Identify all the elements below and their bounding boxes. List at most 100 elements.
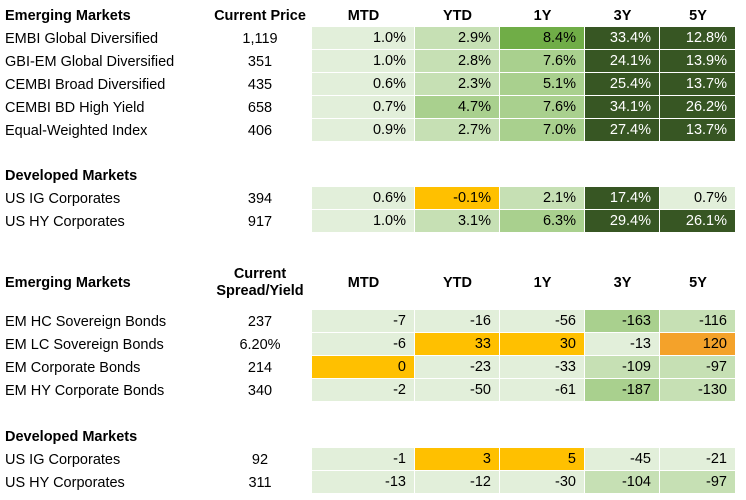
table-row: EM HY Corporate Bonds 340 -2 -50 -61 -187 -130 — [0, 379, 746, 402]
column-header-ytd: YTD — [443, 7, 472, 24]
value-cell-3y: 27.4% — [585, 119, 660, 142]
value-cell-ytd: 2.7% — [415, 119, 500, 142]
table-row: US HY Corporates 917 1.0% 3.1% 6.3% 29.4% 26.1… — [0, 210, 746, 233]
row-current-value: 658 — [247, 99, 273, 116]
value-cell-5y: 26.2% — [660, 96, 736, 119]
section-title: Emerging Markets — [5, 275, 131, 291]
value-cell-3y: -187 — [585, 379, 660, 402]
value-cell-1y: -33 — [500, 356, 585, 379]
row-current-value: 1,119 — [242, 30, 278, 47]
value-cell-ytd: 3 — [415, 448, 500, 471]
column-header-current-price: Current Price — [214, 7, 306, 24]
value-cell-ytd: 33 — [415, 333, 500, 356]
row-name: EM HY Corporate Bonds — [5, 382, 165, 399]
column-header-mtd: MTD — [347, 275, 380, 291]
column-header-ytd: YTD — [443, 275, 472, 291]
value-cell-5y: 13.7% — [660, 73, 736, 96]
value-cell-5y: 13.7% — [660, 119, 736, 142]
row-current-value: 351 — [247, 53, 273, 70]
section-title: Developed Markets — [5, 167, 138, 184]
value-cell-3y: 33.4% — [585, 27, 660, 50]
row-name: EM Corporate Bonds — [5, 359, 141, 376]
value-cell-5y: -97 — [660, 356, 736, 379]
row-name: US IG Corporates — [5, 451, 121, 468]
value-cell-ytd: -23 — [415, 356, 500, 379]
column-header-current-spread-yield: Current Spread/Yield — [210, 262, 310, 304]
value-cell-1y: 5.1% — [500, 73, 585, 96]
value-cell-5y: -116 — [660, 310, 736, 333]
value-cell-5y: -21 — [660, 448, 736, 471]
table-row: GBI-EM Global Diversified 351 1.0% 2.8% 7.6%… — [0, 50, 746, 73]
value-cell-mtd: 0.6% — [312, 187, 415, 210]
value-cell-3y: -45 — [585, 448, 660, 471]
row-current-value: 92 — [251, 451, 269, 468]
table-row: US HY Corporates 311 -13 -12 -30 -104 -97 — [0, 471, 746, 494]
table-row: CEMBI BD High Yield 658 0.7% 4.7% 7.6% 34.1% 2… — [0, 96, 746, 119]
row-name: US HY Corporates — [5, 474, 125, 491]
value-cell-3y: -13 — [585, 333, 660, 356]
value-cell-1y: -61 — [500, 379, 585, 402]
row-name: Equal-Weighted Index — [5, 122, 148, 139]
value-cell-mtd: -7 — [312, 310, 415, 333]
column-header-5y: 5Y — [689, 7, 707, 24]
table-row: CEMBI Broad Diversified 435 0.6% 2.3% 5.1% 25… — [0, 73, 746, 96]
section-title-row: Developed Markets — [0, 425, 746, 448]
value-cell-mtd: -2 — [312, 379, 415, 402]
row-current-value: 214 — [247, 359, 273, 376]
row-name: GBI-EM Global Diversified — [5, 53, 175, 70]
column-header-text: Current Spread/Yield — [216, 266, 303, 300]
row-name: EMBI Global Diversified — [5, 30, 159, 47]
value-cell-mtd: -13 — [312, 471, 415, 494]
value-cell-mtd: 0.7% — [312, 96, 415, 119]
row-name: CEMBI BD High Yield — [5, 99, 145, 116]
column-header-1y: 1Y — [533, 7, 552, 24]
value-cell-1y: 7.6% — [500, 50, 585, 73]
value-cell-3y: -163 — [585, 310, 660, 333]
column-header-1y: 1Y — [533, 275, 552, 291]
row-name: US IG Corporates — [5, 190, 121, 207]
value-cell-3y: 34.1% — [585, 96, 660, 119]
value-cell-mtd: 0.9% — [312, 119, 415, 142]
value-cell-mtd: 1.0% — [312, 50, 415, 73]
value-cell-1y: 8.4% — [500, 27, 585, 50]
value-cell-1y: 7.6% — [500, 96, 585, 119]
table-header-row: Emerging Markets Current Price MTD YTD 1Y 3Y 5… — [0, 4, 746, 27]
section-title: Emerging Markets — [5, 7, 131, 24]
value-cell-ytd: 2.9% — [415, 27, 500, 50]
row-current-value: 435 — [247, 76, 273, 93]
row-name: EM HC Sovereign Bonds — [5, 313, 167, 330]
table-row: EMBI Global Diversified 1,119 1.0% 2.9% 8.4%… — [0, 27, 746, 50]
value-cell-ytd: 2.8% — [415, 50, 500, 73]
section-title-row: Developed Markets — [0, 164, 746, 187]
column-header-line-2: Spread/Yield — [216, 283, 304, 299]
table-row: Equal-Weighted Index 406 0.9% 2.7% 7.0% 27.4%… — [0, 119, 746, 142]
value-cell-1y: 7.0% — [500, 119, 585, 142]
value-cell-1y: -30 — [500, 471, 585, 494]
value-cell-1y: 2.1% — [500, 187, 585, 210]
value-cell-5y: 120 — [660, 333, 736, 356]
value-cell-1y: -56 — [500, 310, 585, 333]
value-cell-1y: 30 — [500, 333, 585, 356]
column-header-3y: 3Y — [613, 275, 632, 291]
section-title: Developed Markets — [5, 428, 138, 445]
value-cell-mtd: 0.6% — [312, 73, 415, 96]
table-row: EM HC Sovereign Bonds 237 -7 -16 -56 -163 -116 — [0, 310, 746, 333]
value-cell-ytd: 3.1% — [415, 210, 500, 233]
table-header-row: Emerging Markets Current Spread/Yield MTD YT… — [0, 262, 746, 304]
row-current-value: 311 — [248, 474, 272, 491]
column-header-mtd: MTD — [347, 7, 380, 24]
value-cell-mtd: 1.0% — [312, 210, 415, 233]
value-cell-5y: 0.7% — [660, 187, 736, 210]
table-row: EM LC Sovereign Bonds 6.20% -6 33 30 -13 120 — [0, 333, 746, 356]
value-cell-5y: 12.8% — [660, 27, 736, 50]
value-cell-3y: -109 — [585, 356, 660, 379]
value-cell-5y: -130 — [660, 379, 736, 402]
value-cell-3y: 29.4% — [585, 210, 660, 233]
value-cell-5y: 13.9% — [660, 50, 736, 73]
table-row: US IG Corporates 394 0.6% -0.1% 2.1% 17.4% 0.7… — [0, 187, 746, 210]
value-cell-mtd: -6 — [312, 333, 415, 356]
value-cell-3y: 24.1% — [585, 50, 660, 73]
column-header-line-1: Current — [233, 266, 287, 282]
value-cell-3y: -104 — [585, 471, 660, 494]
value-cell-ytd: -50 — [415, 379, 500, 402]
